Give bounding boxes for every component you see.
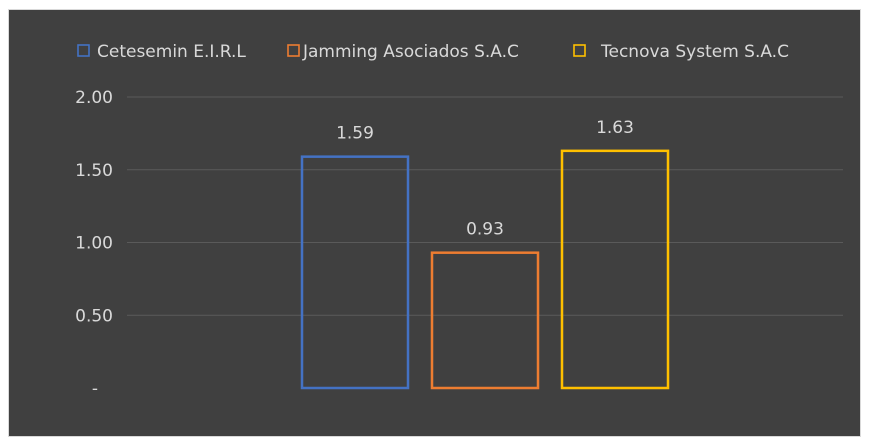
legend-swatch [573, 44, 586, 57]
legend-label: Cetesemin E.I.R.L [97, 42, 246, 62]
chart-frame [8, 9, 861, 437]
y-tick-label: 2.00 [75, 88, 113, 108]
y-tick-label: 0.50 [75, 306, 113, 326]
legend-swatch [77, 44, 90, 57]
bars [300, 149, 670, 390]
y-tick-label: - [92, 379, 98, 399]
bar-cetesemin-e-i-r-l [300, 155, 410, 390]
data-label: 0.93 [466, 220, 504, 240]
data-label: 1.63 [596, 118, 634, 138]
data-label: 1.59 [336, 124, 374, 144]
legend-label: Tecnova System S.A.C [600, 42, 789, 62]
y-tick-label: 1.00 [75, 234, 113, 254]
y-axis-ticks: 2.00 1.50 1.00 0.50 - [75, 88, 113, 399]
bar-tecnova-system-s-a-c [560, 149, 670, 390]
y-tick-label: 1.50 [75, 161, 113, 181]
gridlines [127, 96, 843, 316]
bar-jamming-asociados-s-a-c [430, 251, 540, 390]
legend-swatch [287, 44, 300, 57]
data-labels: 1.59 0.93 1.63 [336, 118, 634, 240]
legend: Cetesemin E.I.R.L Jamming Asociados S.A.C… [77, 42, 789, 62]
legend-label: Jamming Asociados S.A.C [302, 42, 519, 62]
